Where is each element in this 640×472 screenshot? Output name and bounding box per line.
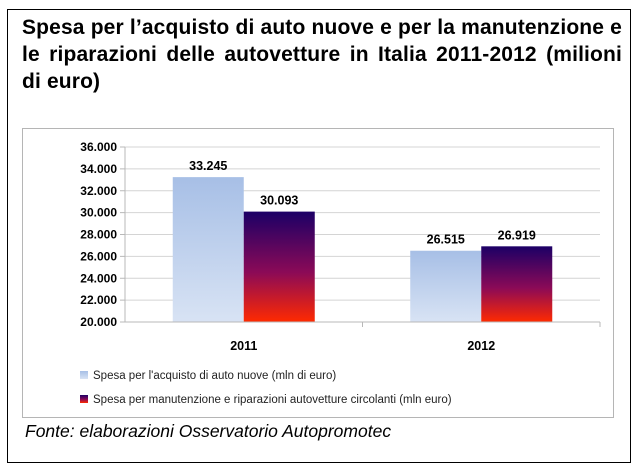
y-tick-label: 36.000 [80, 140, 117, 154]
page-title: Spesa per l’acquisto di auto nuove e per… [22, 16, 622, 93]
legend-label: Spesa per manutenzione e riparazioni aut… [93, 394, 452, 406]
data-label: 26.919 [498, 228, 536, 242]
y-tick-label: 22.000 [80, 293, 117, 307]
bars [172, 177, 553, 322]
y-tick-label: 28.000 [80, 228, 117, 242]
axes [120, 146, 601, 327]
data-label: 26.515 [427, 233, 465, 247]
bar-maintenance-2012 [481, 246, 553, 322]
bar-new-cars-2011 [172, 177, 244, 322]
labels: 20.000 22.000 24.000 26.000 28.000 30.000 32.0… [80, 140, 536, 353]
y-tick-label: 30.000 [80, 206, 117, 220]
bar-new-cars-2012 [410, 250, 482, 322]
legend-label: Spesa per l'acquisto di auto nuove (mln … [93, 370, 336, 382]
legend-swatch [80, 371, 88, 379]
bar-maintenance-2011 [243, 211, 315, 322]
data-label: 33.245 [189, 159, 227, 173]
legend: Spesa per l'acquisto di auto nuove (mln … [80, 370, 452, 406]
legend-swatch [80, 395, 88, 403]
data-label: 30.093 [260, 194, 298, 208]
y-tick-label: 34.000 [80, 162, 117, 176]
y-tick-label: 26.000 [80, 249, 117, 263]
x-tick-label: 2011 [230, 339, 257, 353]
figure-frame [7, 9, 631, 463]
y-tick-label: 20.000 [80, 315, 117, 329]
bar-chart: 20.000 22.000 24.000 26.000 28.000 30.000 32.0… [22, 128, 614, 418]
y-tick-label: 24.000 [80, 271, 117, 285]
chart-canvas: 20.000 22.000 24.000 26.000 28.000 30.000 32.0… [80, 140, 601, 406]
x-tick-label: 2012 [467, 339, 495, 353]
y-tick-label: 32.000 [80, 184, 117, 198]
source-note: Fonte: elaborazioni Osservatorio Autopro… [25, 421, 392, 441]
